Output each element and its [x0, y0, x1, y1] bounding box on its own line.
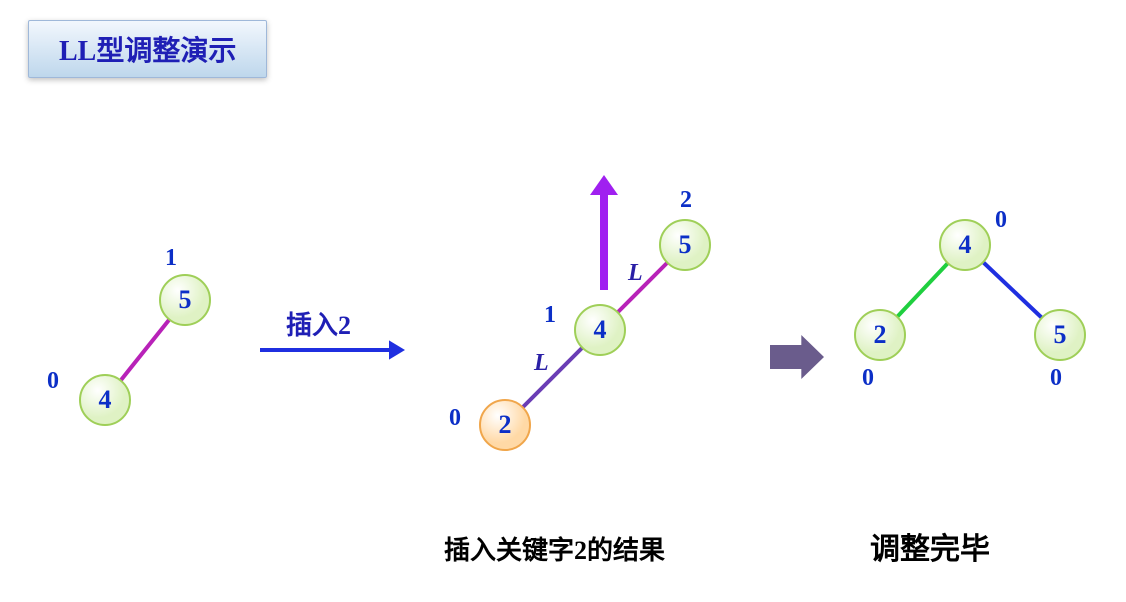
stage2-node-2: 2: [479, 399, 531, 451]
stage2-L-label-0: L: [628, 260, 643, 287]
stage3-node-2: 2: [854, 309, 906, 361]
stage2-balance-1-s2-n4: 1: [544, 302, 556, 329]
stage1-balance-1-s1-n5: 1: [165, 245, 177, 272]
stage3-balance-0-s3-n2: 0: [862, 365, 874, 392]
stage2-L-label-1: L: [534, 350, 549, 377]
title-box: LL型调整演示: [28, 20, 267, 78]
stage1-node-5: 5: [159, 274, 211, 326]
caption-stage3: 调整完毕: [870, 524, 990, 568]
stage2-balance-0-s2-n2: 0: [449, 405, 461, 432]
arrow-insert-label: 插入2: [286, 305, 351, 342]
stage1-node-4: 4: [79, 374, 131, 426]
caption-stage2: 插入关键字2的结果: [444, 530, 665, 567]
stage2-node-5: 5: [659, 219, 711, 271]
stage3-node-5: 5: [1034, 309, 1086, 361]
title-text: LL型调整演示: [59, 36, 236, 67]
stage2-balance-2-s2-n5: 2: [680, 187, 692, 214]
stage3-balance-0-s3-n4: 0: [995, 207, 1007, 234]
stage2-node-4: 4: [574, 304, 626, 356]
stage1-balance-0-s1-n4: 0: [47, 368, 59, 395]
stage3-balance-0-s3-n5: 0: [1050, 365, 1062, 392]
stage3-node-4: 4: [939, 219, 991, 271]
